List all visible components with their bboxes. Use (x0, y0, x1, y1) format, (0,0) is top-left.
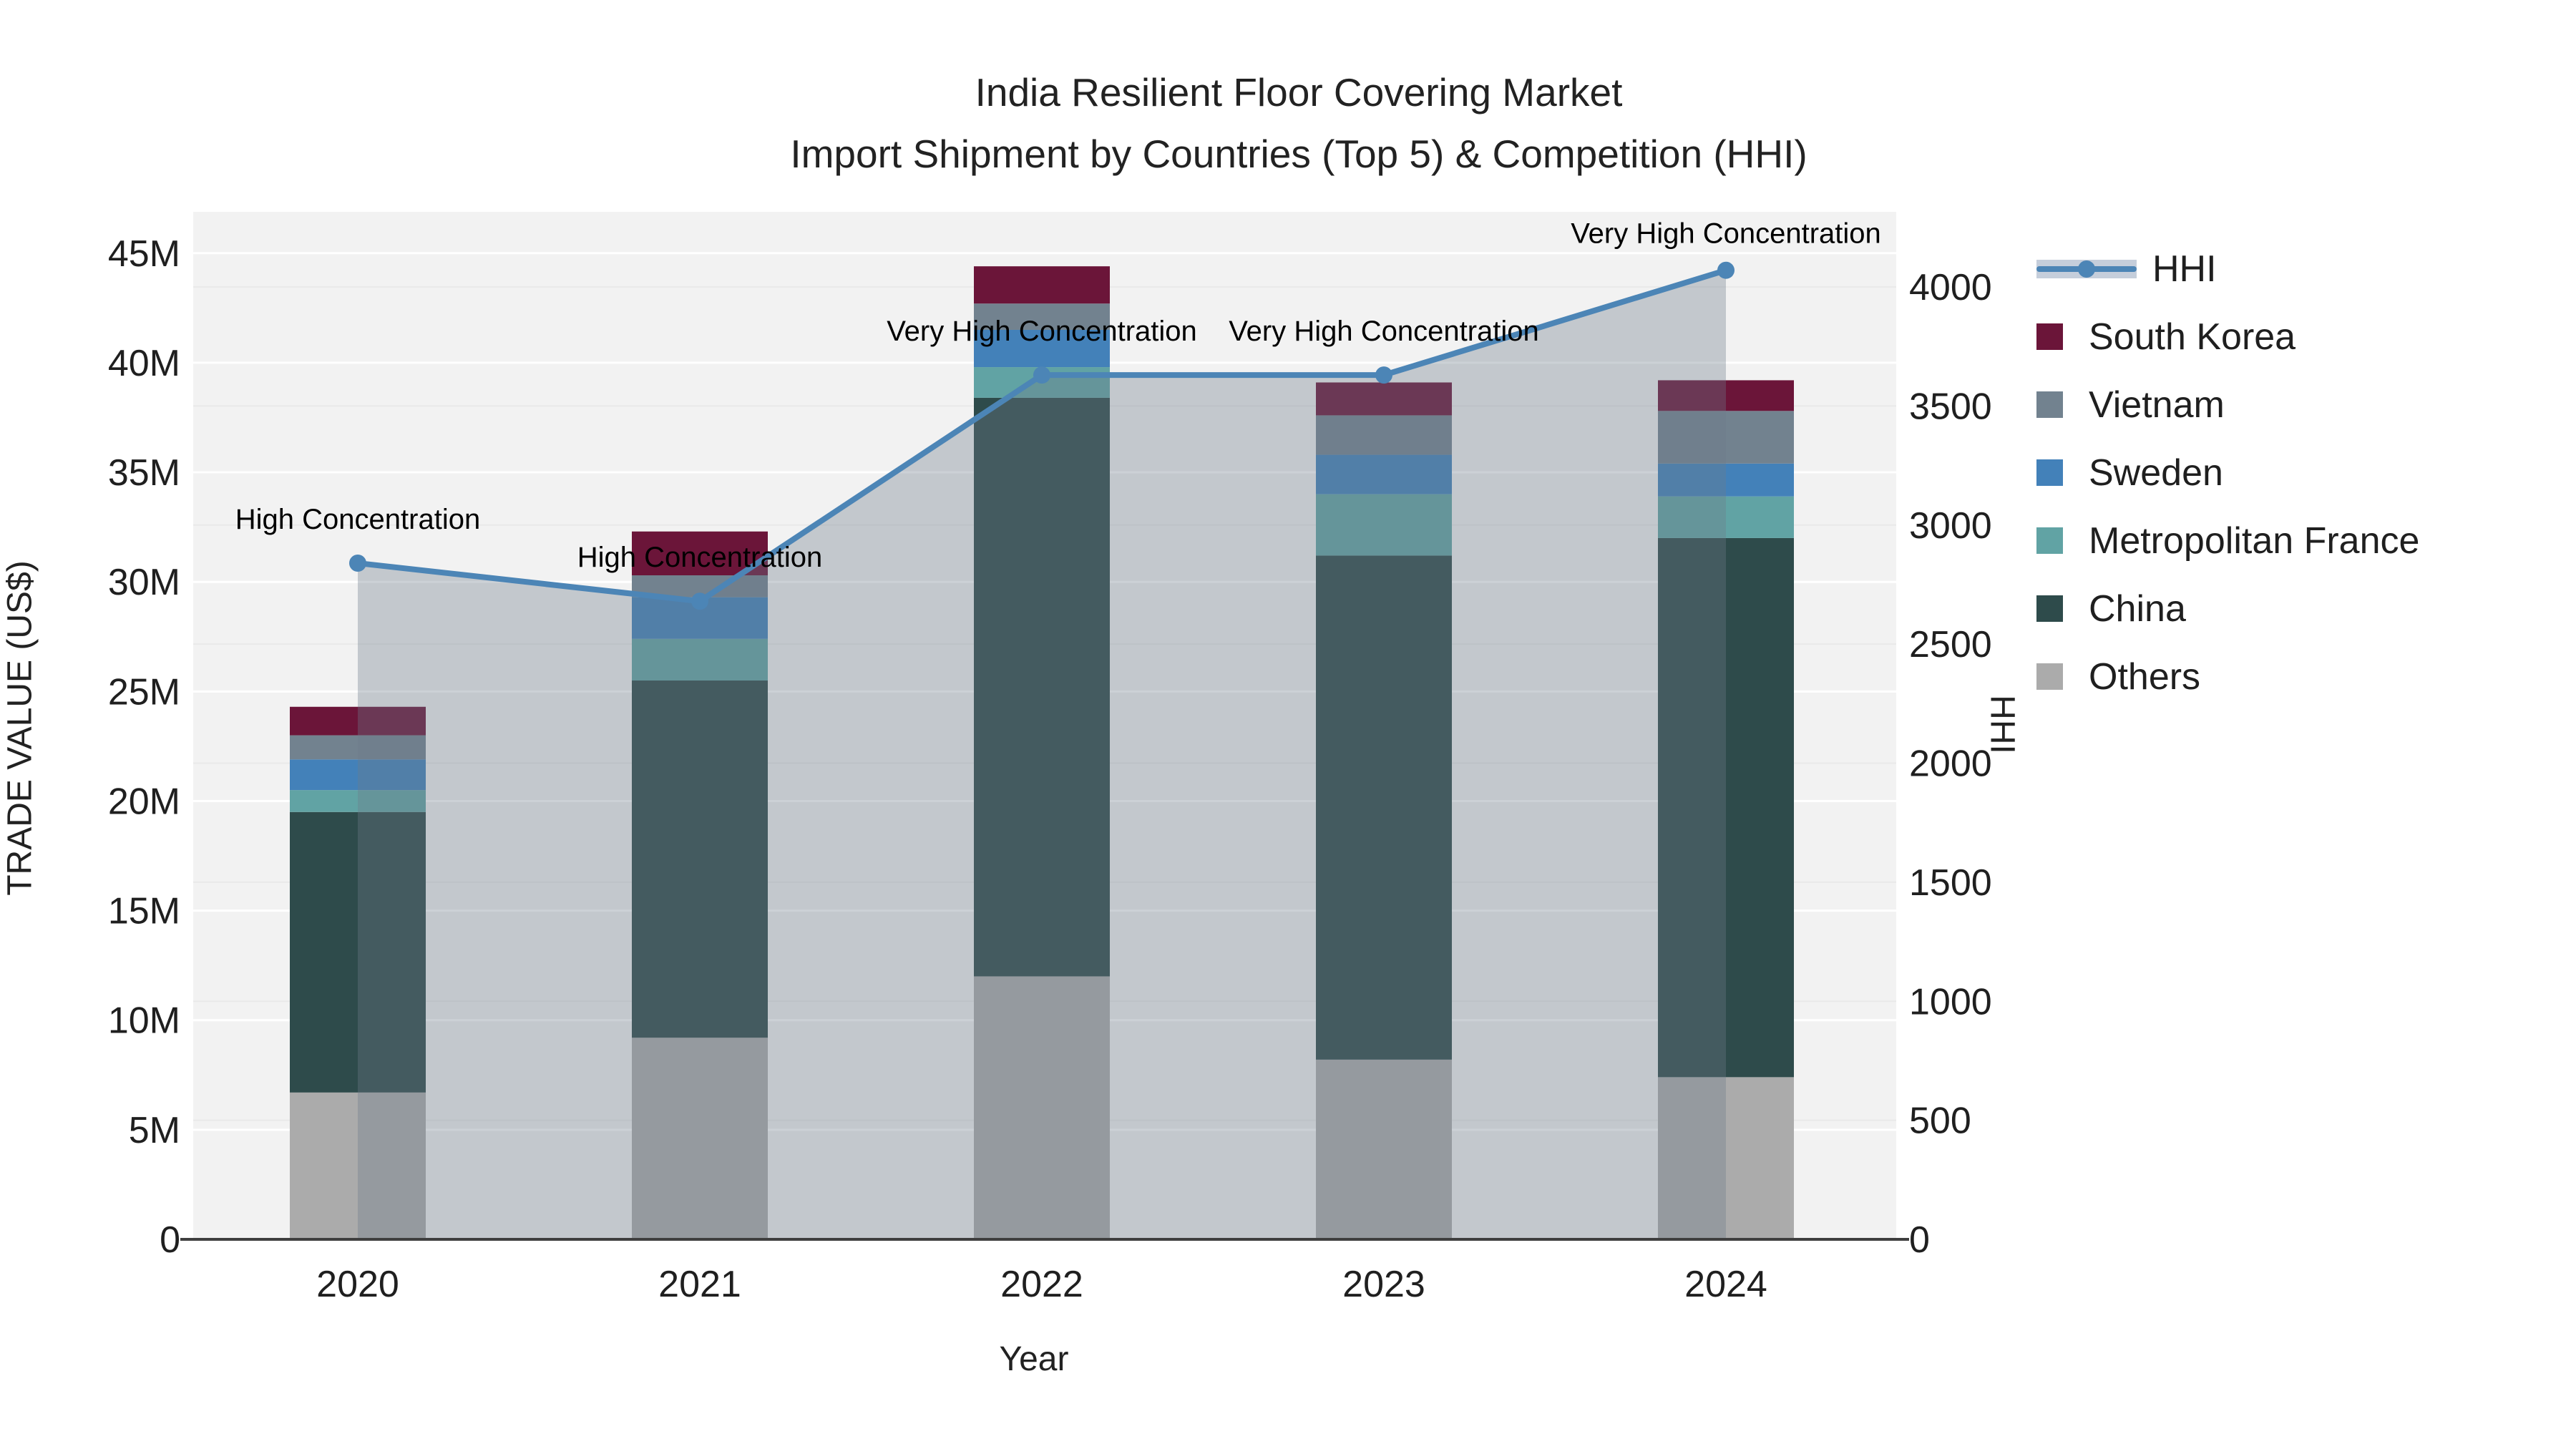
hhi-marker-2020 (349, 554, 366, 572)
legend-item-vietnam[interactable]: Vietnam (2036, 371, 2419, 439)
hhi-marker-2023 (1375, 366, 1392, 384)
legend-label: South Korea (2089, 316, 2296, 358)
bar-segment-2021-china (632, 680, 768, 1038)
legend-line-sample-icon (2036, 258, 2137, 280)
legend-item-hhi[interactable]: HHI (2036, 235, 2419, 303)
chart-title-line2: Import Shipment by Countries (Top 5) & C… (790, 132, 1807, 176)
annotation-2020: High Concentration (235, 504, 480, 535)
legend-item-metropolitan-france[interactable]: Metropolitan France (2036, 507, 2419, 575)
bar-2020 (290, 706, 426, 1239)
x-tick-2021: 2021 (658, 1264, 741, 1305)
legend-swatch-icon (2036, 391, 2063, 418)
bar-2024 (1658, 380, 1794, 1239)
bar-segment-2020-china (290, 811, 426, 1093)
bar-segment-2022-china (974, 397, 1110, 977)
hhi-area-fill (358, 270, 1726, 1239)
legend-label: Metropolitan France (2089, 519, 2420, 562)
legend-label: Others (2089, 655, 2201, 698)
legend-swatch-icon (2036, 595, 2063, 622)
bar-segment-2023-vietnam (1316, 415, 1452, 455)
y-left-tick-0: 0 (160, 1219, 180, 1261)
chart-title-line1: India Resilient Floor Covering Market (975, 70, 1623, 114)
annotation-2022: Very High Concentration (887, 316, 1197, 347)
legend-item-sweden[interactable]: Sweden (2036, 439, 2419, 507)
x-tick-2022: 2022 (1000, 1264, 1083, 1305)
bar-segment-2020-south-korea (290, 706, 426, 736)
hhi-marker-2021 (691, 592, 708, 610)
chart-title: India Resilient Floor Covering Market Im… (694, 62, 1903, 185)
bar-segment-2022-south-korea (974, 266, 1110, 304)
bar-segment-2022-sweden (974, 329, 1110, 368)
bar-segment-2022-vietnam (974, 303, 1110, 330)
y-right-tick-2500: 2500 (1909, 624, 1992, 665)
annotation-2021: High Concentration (577, 542, 822, 573)
annotation-2024: Very High Concentration (1571, 218, 1881, 250)
bar-segment-2024-vietnam (1658, 411, 1794, 464)
bar-segment-2024-china (1658, 537, 1794, 1078)
y-left-tick-30M: 30M (108, 562, 180, 603)
y-right-tick-3500: 3500 (1909, 386, 1992, 427)
x-axis-title: Year (999, 1340, 1069, 1378)
bar-segment-2023-others (1316, 1059, 1452, 1239)
bar-segment-2021-metropolitan-france (632, 638, 768, 681)
y-left-tick-20M: 20M (108, 781, 180, 822)
bar-segment-2022-others (974, 976, 1110, 1239)
x-tick-2020: 2020 (316, 1264, 399, 1305)
y-right-tick-0: 0 (1909, 1219, 1930, 1261)
hhi-marker-2022 (1033, 366, 1050, 384)
y-right-tick-4000: 4000 (1909, 267, 1992, 308)
y-right-tick-2000: 2000 (1909, 743, 1992, 785)
y-right-tick-500: 500 (1909, 1101, 1971, 1142)
y-left-tick-40M: 40M (108, 343, 180, 384)
hhi-marker-2024 (1717, 261, 1735, 279)
y-left-tick-25M: 25M (108, 671, 180, 713)
y-right-tick-1000: 1000 (1909, 981, 1992, 1023)
legend-label: Vietnam (2089, 384, 2225, 426)
bar-2022 (974, 266, 1110, 1239)
legend-item-others[interactable]: Others (2036, 643, 2419, 711)
y-right-tick-3000: 3000 (1909, 505, 1992, 547)
y-left-tick-5M: 5M (129, 1110, 180, 1151)
legend-swatch-icon (2036, 459, 2063, 486)
bar-segment-2024-south-korea (1658, 380, 1794, 411)
legend-swatch-icon (2036, 323, 2063, 350)
bar-segment-2024-metropolitan-france (1658, 496, 1794, 538)
annotation-2023: Very High Concentration (1229, 316, 1539, 347)
legend: HHI South Korea Vietnam Sweden Metropolitan … (2036, 235, 2419, 711)
bar-segment-2023-sweden (1316, 454, 1452, 494)
y-left-tick-45M: 45M (108, 233, 180, 275)
bar-segment-2021-others (632, 1038, 768, 1239)
bar-segment-2020-vietnam (290, 735, 426, 760)
y-left-tick-10M: 10M (108, 1000, 180, 1042)
legend-item-china[interactable]: China (2036, 575, 2419, 643)
y-left-tick-15M: 15M (108, 891, 180, 932)
bar-segment-2023-metropolitan-france (1316, 494, 1452, 556)
bar-segment-2020-others (290, 1092, 426, 1239)
bar-segment-2020-metropolitan-france (290, 790, 426, 812)
bar-2021 (632, 531, 768, 1239)
bar-segment-2024-sweden (1658, 463, 1794, 497)
legend-swatch-icon (2036, 527, 2063, 554)
legend-label: China (2089, 587, 2186, 630)
bar-segment-2020-sweden (290, 759, 426, 791)
legend-label: Sweden (2089, 452, 2223, 494)
x-tick-2023: 2023 (1342, 1264, 1425, 1305)
legend-label: HHI (2152, 248, 2217, 290)
bar-2023 (1316, 382, 1452, 1239)
bar-segment-2023-south-korea (1316, 382, 1452, 416)
y-left-tick-35M: 35M (108, 452, 180, 494)
x-tick-2024: 2024 (1684, 1264, 1767, 1305)
bar-segment-2023-china (1316, 555, 1452, 1060)
legend-swatch-icon (2036, 663, 2063, 690)
y-right-tick-1500: 1500 (1909, 862, 1992, 904)
bar-segment-2024-others (1658, 1077, 1794, 1239)
legend-item-south-korea[interactable]: South Korea (2036, 303, 2419, 371)
